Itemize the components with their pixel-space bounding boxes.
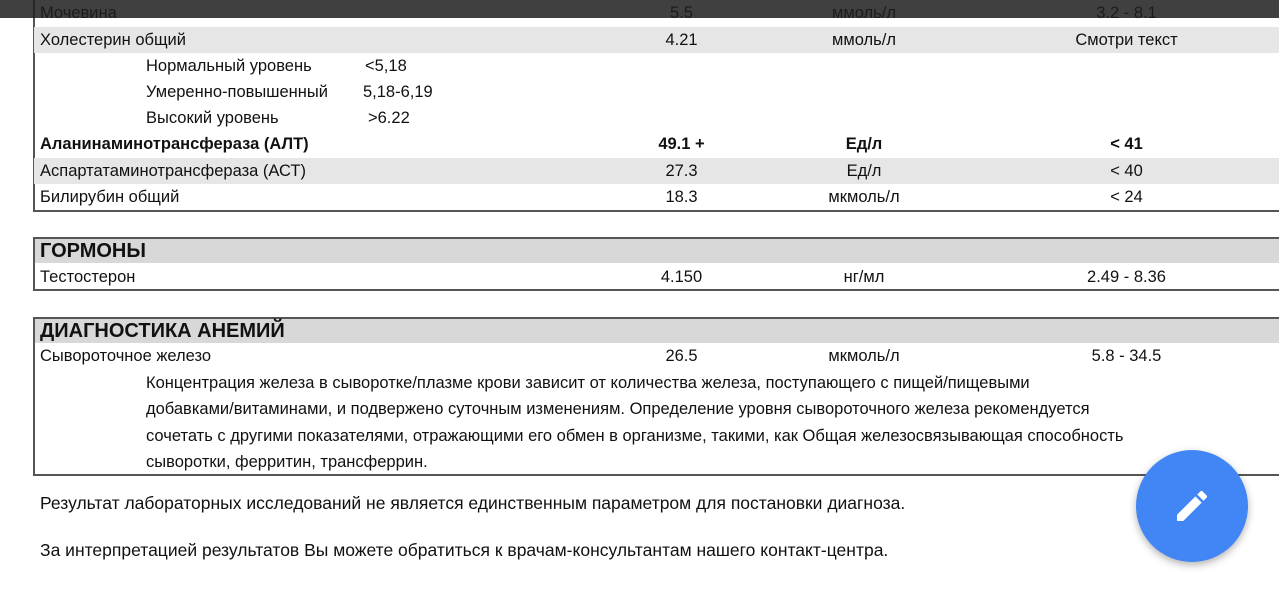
table-row: Холестерин общий 4.21 ммоль/л Смотри тек… <box>34 27 1279 53</box>
test-name: Тестостерон <box>40 268 136 286</box>
table-row: Тестостерон 4.150 нг/мл 2.49 - 8.36 <box>34 264 1279 290</box>
test-name: Билирубин общий <box>40 188 180 206</box>
test-name: Сывороточное железо <box>40 347 212 365</box>
test-value: 4.150 <box>660 268 703 286</box>
table-row: Билирубин общий 18.3 мкмоль/л < 24 <box>34 184 1279 210</box>
test-value: 26.5 <box>665 347 698 365</box>
level-value: >6.22 <box>368 109 410 127</box>
note-line: сочетать с другими показателями, отражаю… <box>146 426 1124 445</box>
iron-note: Концентрация железа в сыворотке/плазме к… <box>146 370 1123 475</box>
anemia-section: ДИАГНОСТИКА АНЕМИЙ <box>33 317 1279 476</box>
level-label: Высокий уровень <box>146 109 279 127</box>
level-label: Нормальный уровень <box>146 57 312 75</box>
table-row: Аспартатаминотрансфераза (АСТ) 27.3 Ед/л… <box>34 158 1279 184</box>
test-value: 4.21 <box>665 31 698 49</box>
test-ref: < 24 <box>1110 188 1143 206</box>
test-unit: Ед/л <box>845 135 883 153</box>
test-ref: Смотри текст <box>1075 31 1178 49</box>
level-value: <5,18 <box>365 57 407 75</box>
level-label: Умеренно-повышенный <box>146 83 328 101</box>
note-line: сыворотки, ферритин, трансферрин. <box>146 452 428 471</box>
table-row: Аланинаминотрансфераза (АЛТ) 49.1 + Ед/л… <box>34 131 1279 157</box>
test-value: 18.3 <box>665 188 698 206</box>
level-value: 5,18-6,19 <box>363 83 433 101</box>
note-line: добавками/витаминами, и подвержено суточ… <box>146 400 1090 419</box>
test-ref: < 41 <box>1110 135 1143 153</box>
test-unit: мкмоль/л <box>828 188 900 206</box>
test-unit: Ед/л <box>846 162 882 180</box>
pencil-icon <box>1177 490 1208 521</box>
biochem-table <box>33 0 1279 212</box>
test-name: Аспартатаминотрансфераза (АСТ) <box>40 162 306 180</box>
test-name: Холестерин общий <box>40 31 186 49</box>
test-unit: мкмоль/л <box>828 347 900 365</box>
test-value: 27.3 <box>665 162 698 180</box>
test-unit: нг/мл <box>843 268 885 286</box>
top-toolbar-overlay <box>0 0 1279 18</box>
test-ref: 2.49 - 8.36 <box>1087 268 1166 286</box>
test-unit: ммоль/л <box>832 31 896 49</box>
note-line: Концентрация железа в сыворотке/плазме к… <box>146 374 1030 392</box>
edit-fab-button[interactable] <box>1136 450 1248 562</box>
section-title: ДИАГНОСТИКА АНЕМИЙ <box>35 319 1279 343</box>
hormones-section: ГОРМОНЫ <box>33 237 1279 291</box>
consultation-text: За интерпретацией результатов Вы можете … <box>40 540 889 560</box>
disclaimer-text: Результат лабораторных исследований не я… <box>40 493 906 513</box>
test-value: 49.1 + <box>658 135 705 153</box>
test-ref: < 40 <box>1110 162 1143 180</box>
section-title: ГОРМОНЫ <box>35 239 1279 263</box>
table-row: Сывороточное железо 26.5 мкмоль/л 5.8 - … <box>34 343 1279 369</box>
test-ref: 5.8 - 34.5 <box>1091 347 1162 365</box>
test-name: Аланинаминотрансфераза (АЛТ) <box>40 135 309 153</box>
